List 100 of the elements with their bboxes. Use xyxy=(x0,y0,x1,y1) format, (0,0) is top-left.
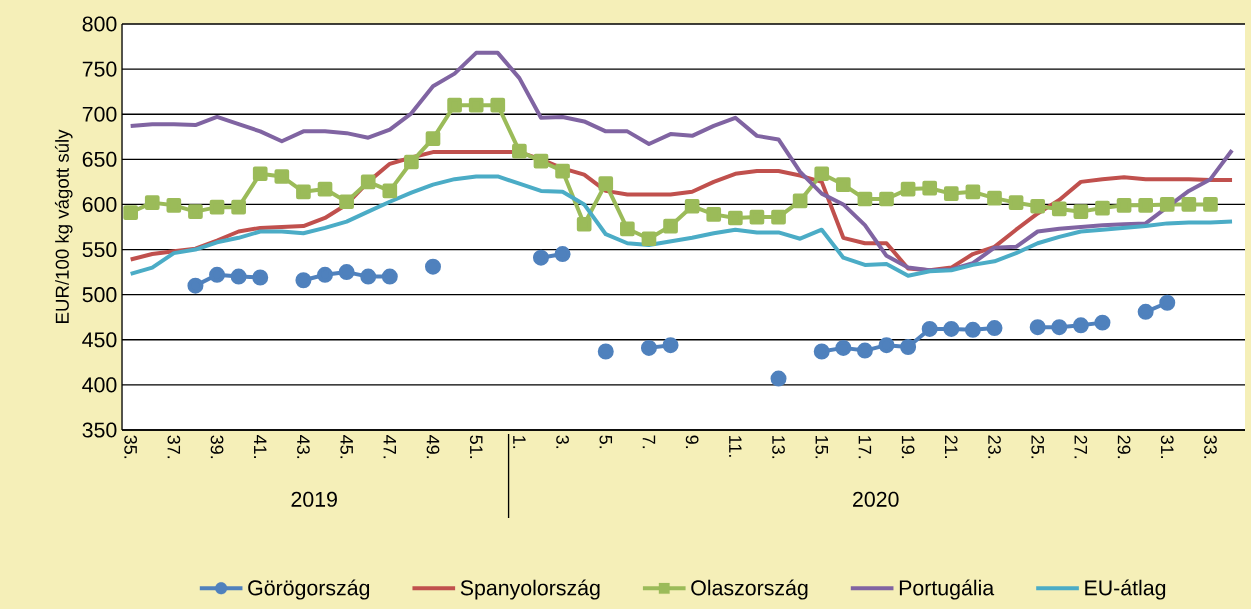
point xyxy=(1138,198,1153,213)
x-tick-label: 33. xyxy=(1204,435,1217,459)
point xyxy=(468,97,484,113)
point xyxy=(922,180,938,196)
point xyxy=(230,268,247,285)
point xyxy=(662,337,679,354)
x-tick-label: 41. xyxy=(254,435,267,459)
x-tick-label: 37. xyxy=(167,435,181,459)
point xyxy=(943,186,959,201)
y-tick-label: 500 xyxy=(82,287,117,303)
point xyxy=(986,320,1003,337)
point xyxy=(878,337,895,354)
y-tick-label: 400 xyxy=(82,377,117,393)
point xyxy=(490,97,506,113)
point xyxy=(1094,314,1111,331)
point xyxy=(512,143,527,159)
x-tick-label: 49. xyxy=(426,435,440,459)
x-tick-label: 39. xyxy=(210,435,224,459)
point xyxy=(123,205,138,220)
x-tick-label: 27. xyxy=(1074,435,1088,459)
x-tick-label: 13. xyxy=(772,436,785,459)
point xyxy=(360,174,376,190)
point xyxy=(792,193,808,209)
y-axis-title: EUR/100 kg vágott súly xyxy=(54,129,73,323)
point xyxy=(1029,319,1046,336)
point xyxy=(425,131,441,146)
x-tick-label: 9. xyxy=(685,435,699,449)
point xyxy=(1072,317,1089,334)
point xyxy=(598,176,614,192)
point xyxy=(1181,197,1197,212)
point xyxy=(1051,201,1067,217)
point xyxy=(814,166,830,182)
x-tick-label: 25. xyxy=(1031,435,1045,459)
x-tick-label: 15. xyxy=(815,436,828,459)
y-tick-label: 600 xyxy=(82,196,117,212)
point xyxy=(987,190,1002,206)
point xyxy=(425,258,441,275)
point xyxy=(1203,197,1218,212)
point xyxy=(1073,204,1089,219)
x-tick-label: 21. xyxy=(945,435,958,459)
y-tick-label: 350 xyxy=(82,422,117,438)
x-tick-label: 17. xyxy=(858,436,872,459)
x-tick-label: 7. xyxy=(642,435,656,449)
line-series xyxy=(128,50,1235,273)
y-tick-label: 700 xyxy=(82,106,117,122)
point xyxy=(447,97,462,113)
x-tick-label: 47. xyxy=(383,435,396,459)
point xyxy=(835,339,852,356)
x-tick-label: 43. xyxy=(297,435,310,459)
point xyxy=(274,169,290,184)
point xyxy=(900,181,916,197)
point xyxy=(317,266,334,283)
y-tick-label: 550 xyxy=(82,242,117,258)
y-tick-label: 650 xyxy=(82,151,117,167)
point xyxy=(296,184,311,200)
point xyxy=(965,184,981,200)
point xyxy=(835,177,851,192)
x-tick-label: 35. xyxy=(124,435,138,459)
x-tick-label: 3. xyxy=(556,435,569,449)
legend-label: Olaszország xyxy=(691,579,808,600)
x-tick-label: 23. xyxy=(988,435,1001,459)
point xyxy=(706,207,722,222)
x-tick-label: 31. xyxy=(1160,435,1174,459)
point xyxy=(728,210,743,226)
legend-label: Spanyolország xyxy=(460,579,600,600)
point xyxy=(770,370,787,387)
y-tick-label: 750 xyxy=(82,61,117,77)
point xyxy=(576,216,592,232)
point xyxy=(620,221,635,237)
point xyxy=(532,249,549,266)
x-tick-label: 51. xyxy=(469,435,483,459)
point xyxy=(964,321,981,338)
point xyxy=(187,277,204,294)
point xyxy=(1051,319,1068,336)
point xyxy=(1159,294,1176,311)
x-tick-label: 29. xyxy=(1117,435,1131,459)
point xyxy=(1095,200,1110,216)
x-tick-label: 5. xyxy=(599,435,613,449)
point xyxy=(360,268,377,285)
point xyxy=(749,209,765,225)
point xyxy=(554,246,571,263)
point xyxy=(1008,195,1024,210)
point xyxy=(663,218,678,234)
point xyxy=(1159,197,1175,212)
x-tick-label: 1. xyxy=(513,436,526,449)
point xyxy=(317,181,333,197)
point xyxy=(1030,198,1046,214)
x-tick-label: 45. xyxy=(340,435,353,459)
point xyxy=(597,343,614,360)
point xyxy=(188,204,203,219)
point xyxy=(813,343,830,360)
point xyxy=(921,320,938,337)
point xyxy=(771,209,786,225)
text: 2020 xyxy=(853,491,899,507)
point xyxy=(1116,198,1132,213)
point xyxy=(231,199,246,215)
point xyxy=(640,339,657,356)
point xyxy=(555,163,570,179)
point xyxy=(1137,303,1154,320)
point xyxy=(943,320,960,337)
